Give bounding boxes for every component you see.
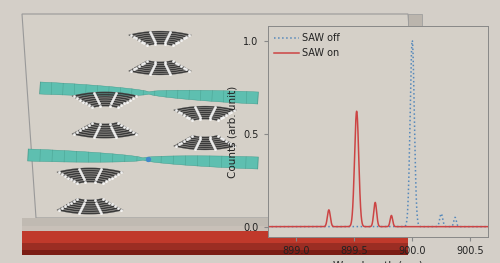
Polygon shape [72, 200, 108, 204]
Polygon shape [179, 110, 231, 114]
Polygon shape [84, 126, 126, 130]
Polygon shape [81, 128, 129, 132]
SAW off [456, 225, 462, 228]
SAW on [349, 217, 355, 220]
SAW off [264, 225, 270, 228]
SAW on [302, 225, 308, 228]
Polygon shape [182, 140, 228, 144]
Polygon shape [22, 218, 408, 226]
Polygon shape [132, 33, 188, 38]
Polygon shape [128, 31, 192, 36]
Polygon shape [69, 176, 111, 180]
Line: SAW off: SAW off [268, 41, 488, 227]
Polygon shape [75, 94, 135, 99]
SAW off [358, 225, 364, 228]
Polygon shape [90, 105, 120, 108]
SAW on [264, 225, 270, 228]
SAW on [290, 225, 296, 228]
Line: SAW on: SAW on [268, 111, 488, 227]
SAW on [456, 225, 462, 228]
Polygon shape [75, 181, 105, 184]
Polygon shape [87, 124, 123, 128]
Polygon shape [22, 231, 408, 243]
Polygon shape [22, 243, 408, 250]
Polygon shape [72, 92, 138, 97]
Polygon shape [176, 108, 234, 113]
SAW off [290, 225, 296, 228]
Polygon shape [142, 62, 178, 65]
Legend: SAW off, SAW on: SAW off, SAW on [272, 31, 342, 60]
Polygon shape [174, 145, 236, 150]
Polygon shape [78, 96, 132, 101]
Polygon shape [72, 133, 138, 138]
Polygon shape [137, 37, 183, 41]
Y-axis label: Counts (arb. unit): Counts (arb. unit) [228, 85, 237, 178]
Polygon shape [28, 149, 258, 169]
Polygon shape [63, 205, 117, 210]
Polygon shape [81, 98, 129, 103]
Polygon shape [184, 138, 226, 142]
SAW on [480, 225, 486, 228]
Polygon shape [22, 14, 422, 218]
Polygon shape [128, 70, 192, 75]
Polygon shape [75, 131, 135, 136]
Polygon shape [63, 172, 117, 177]
Polygon shape [60, 207, 120, 212]
Polygon shape [182, 112, 228, 116]
Polygon shape [69, 202, 111, 206]
SAW off [409, 39, 415, 42]
Polygon shape [176, 143, 234, 148]
Polygon shape [87, 103, 123, 106]
SAW off [302, 225, 308, 228]
Polygon shape [84, 100, 126, 104]
Polygon shape [90, 122, 120, 125]
X-axis label: Wavelength (nm): Wavelength (nm) [332, 261, 422, 263]
Polygon shape [137, 65, 183, 69]
Polygon shape [188, 137, 222, 140]
Polygon shape [188, 116, 222, 119]
Polygon shape [146, 60, 174, 63]
Polygon shape [66, 204, 114, 208]
Polygon shape [56, 209, 124, 214]
Polygon shape [22, 250, 408, 255]
SAW off [349, 225, 355, 228]
Polygon shape [140, 39, 180, 43]
SAW off [484, 225, 490, 228]
Polygon shape [40, 82, 258, 104]
Polygon shape [190, 118, 220, 121]
Polygon shape [134, 35, 186, 39]
Polygon shape [146, 43, 174, 46]
Polygon shape [60, 170, 120, 175]
SAW off [480, 225, 486, 228]
Polygon shape [134, 67, 186, 71]
Polygon shape [75, 198, 105, 201]
Polygon shape [66, 174, 114, 179]
Polygon shape [132, 68, 188, 73]
Polygon shape [56, 168, 124, 173]
Polygon shape [140, 63, 180, 67]
SAW on [354, 110, 360, 113]
Polygon shape [408, 14, 422, 226]
SAW on [484, 225, 490, 228]
Polygon shape [142, 41, 178, 44]
Polygon shape [22, 226, 408, 231]
SAW on [358, 217, 364, 220]
Polygon shape [78, 129, 132, 134]
Polygon shape [179, 141, 231, 146]
Polygon shape [72, 179, 108, 182]
Polygon shape [174, 106, 236, 111]
Polygon shape [184, 114, 226, 118]
Polygon shape [190, 135, 220, 138]
